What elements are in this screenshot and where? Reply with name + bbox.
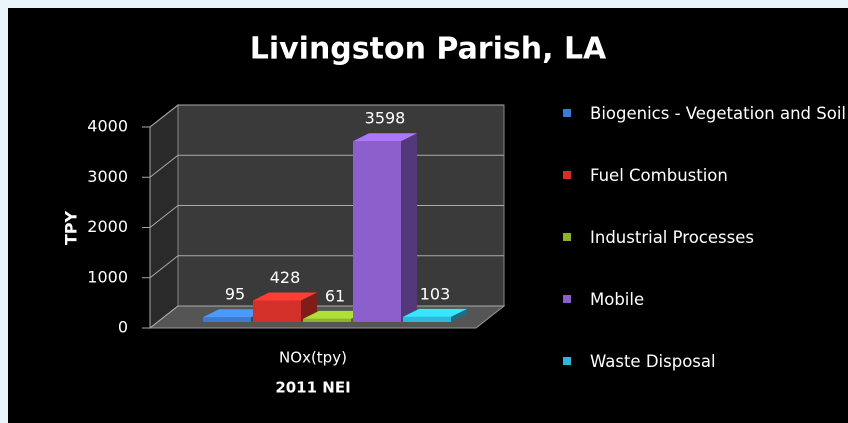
bar-top: [253, 292, 317, 301]
legend-label: Fuel Combustion: [590, 166, 728, 185]
legend-swatch: [563, 357, 571, 365]
bar-top: [353, 133, 417, 142]
bar: [253, 300, 301, 322]
bar-side: [451, 308, 467, 322]
y-tick-label: 2000: [87, 217, 128, 236]
legend-label: Mobile: [590, 290, 645, 309]
legend-swatch: [563, 109, 571, 117]
y-tick-label: 4000: [87, 117, 128, 136]
legend-label: Industrial Processes: [590, 228, 754, 247]
plot: Livingston Parish, LA TPY 2011 NEI 0 1000…: [62, 32, 608, 397]
bar: [403, 316, 451, 322]
bar: [303, 318, 351, 322]
data-label: 3598: [365, 109, 406, 128]
chart: Livingston Parish, LA TPY 2011 NEI 0 1000…: [8, 8, 848, 423]
y-axis-label: TPY: [62, 210, 81, 245]
x-tick-label: NOx(tpy): [279, 349, 347, 367]
x-axis-label: 2011 NEI: [275, 379, 350, 397]
legend-label: Waste Disposal: [590, 352, 716, 371]
bar-side: [401, 133, 417, 322]
grid-line: [149, 104, 504, 128]
data-label: 103: [420, 284, 451, 303]
bar-top: [303, 310, 367, 319]
bar: [203, 317, 251, 322]
y-tick-label: 0: [118, 318, 128, 337]
y-tick-label: 1000: [87, 267, 128, 286]
legend-swatch: [563, 171, 571, 179]
data-label: 428: [270, 268, 301, 287]
bar-top: [203, 309, 267, 318]
chart-title: Livingston Parish, LA: [250, 32, 607, 67]
data-label: 95: [225, 285, 245, 304]
legend-swatch: [563, 233, 571, 241]
bar-top: [403, 308, 467, 317]
legend-swatch: [563, 295, 571, 303]
bar: [353, 141, 401, 322]
y-tick-label: 3000: [87, 167, 128, 186]
legend-label: Biogenics - Vegetation and Soil: [590, 104, 847, 123]
data-label: 61: [325, 286, 345, 305]
